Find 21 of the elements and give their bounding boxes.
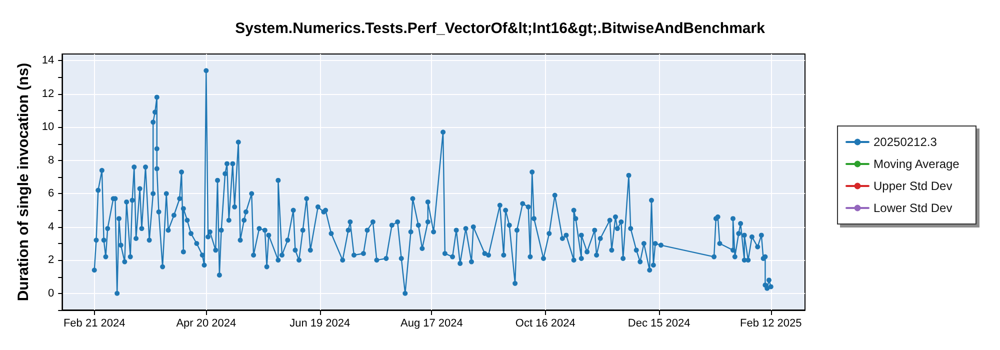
y-tick-label: 0 bbox=[48, 287, 54, 300]
y-tick-label: 4 bbox=[48, 220, 54, 233]
y-tick-label: 6 bbox=[48, 188, 54, 200]
legend-label: Upper Std Dev bbox=[874, 179, 952, 193]
y-axis-title: Duration of single invocation (ns) bbox=[15, 62, 32, 302]
x-tick-label: Aug 17 2024 bbox=[400, 318, 463, 330]
x-tick-label: Apr 20 2024 bbox=[176, 318, 236, 330]
x-tick-label: Feb 21 2024 bbox=[63, 318, 126, 330]
x-tick-label: Feb 12 2025 bbox=[740, 318, 802, 330]
y-tick-label: 14 bbox=[42, 54, 54, 67]
legend-label: Lower Std Dev bbox=[874, 201, 952, 215]
y-tick-label: 2 bbox=[48, 254, 54, 266]
y-tick-label: 8 bbox=[48, 154, 54, 166]
legend-label: Moving Average bbox=[874, 157, 960, 171]
chart-title: System.Numerics.Tests.Perf_VectorOf&lt;Int16&gt;.BitwiseAndBenchmark bbox=[235, 20, 766, 37]
x-tick-label: Oct 16 2024 bbox=[515, 318, 576, 330]
x-tick-label: Jun 19 2024 bbox=[290, 318, 350, 330]
x-tick-label: Dec 15 2024 bbox=[628, 318, 690, 330]
y-tick-label: 10 bbox=[42, 121, 54, 134]
legend-label: 20250212.3 bbox=[874, 135, 938, 149]
y-tick-label: 12 bbox=[42, 88, 54, 100]
